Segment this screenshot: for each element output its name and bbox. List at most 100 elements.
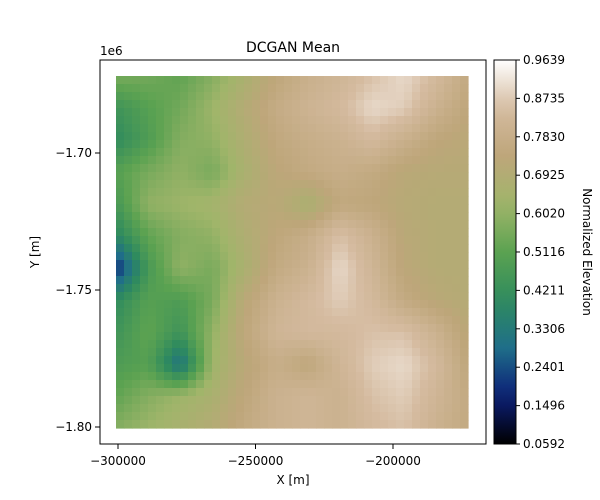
heatmap-cell [116, 124, 125, 133]
heatmap-cell [404, 172, 413, 181]
heatmap-cell [236, 356, 245, 365]
heatmap-cell [236, 404, 245, 413]
heatmap-cell [420, 268, 429, 277]
heatmap-cell [220, 356, 229, 365]
heatmap-cell [460, 332, 469, 341]
heatmap-cell [316, 156, 325, 165]
heatmap-cell [308, 420, 317, 429]
heatmap-cell [228, 252, 237, 261]
heatmap-cell [412, 156, 421, 165]
heatmap-cell [436, 340, 445, 349]
heatmap-cell [124, 204, 133, 213]
heatmap-cell [364, 364, 373, 373]
heatmap-cell [300, 420, 309, 429]
heatmap-cell [292, 236, 301, 245]
heatmap-cell [244, 244, 253, 253]
heatmap-cell [436, 228, 445, 237]
heatmap-cell [444, 316, 453, 325]
heatmap-cell [324, 252, 333, 261]
heatmap-cell [388, 316, 397, 325]
heatmap-cell [132, 204, 141, 213]
heatmap-cell [420, 308, 429, 317]
heatmap-cell [324, 284, 333, 293]
heatmap-cell [332, 132, 341, 141]
heatmap-cell [300, 372, 309, 381]
heatmap-cell [412, 388, 421, 397]
heatmap-cell [284, 284, 293, 293]
heatmap-cell [244, 252, 253, 261]
heatmap-cell [220, 180, 229, 189]
heatmap-cell [316, 180, 325, 189]
heatmap-cell [380, 156, 389, 165]
heatmap-cell [276, 84, 285, 93]
heatmap-cell [148, 236, 157, 245]
heatmap-cell [156, 324, 165, 333]
heatmap-cell [228, 244, 237, 253]
heatmap-cell [236, 172, 245, 181]
heatmap-cell [452, 276, 461, 285]
heatmap-cell [244, 268, 253, 277]
heatmap-cell [148, 148, 157, 157]
heatmap-cell [212, 268, 221, 277]
heatmap-cell [228, 172, 237, 181]
heatmap-cell [420, 300, 429, 309]
heatmap-cell [268, 156, 277, 165]
heatmap-cell [452, 284, 461, 293]
heatmap-cell [420, 76, 429, 85]
heatmap-cell [372, 236, 381, 245]
heatmap-cell [300, 148, 309, 157]
heatmap-cell [452, 156, 461, 165]
heatmap-cell [164, 188, 173, 197]
heatmap-cell [116, 92, 125, 101]
heatmap-cell [444, 100, 453, 109]
heatmap-cell [148, 276, 157, 285]
heatmap-cell [332, 292, 341, 301]
heatmap-cell [300, 348, 309, 357]
heatmap-cell [420, 364, 429, 373]
heatmap-cell [196, 132, 205, 141]
heatmap-cell [420, 396, 429, 405]
heatmap-cell [404, 316, 413, 325]
heatmap-cell [436, 132, 445, 141]
heatmap-cell [252, 308, 261, 317]
heatmap-cell [276, 268, 285, 277]
heatmap-cell [252, 76, 261, 85]
heatmap-cell [412, 252, 421, 261]
heatmap-cell [204, 300, 213, 309]
heatmap-cell [404, 124, 413, 133]
heatmap-cell [292, 100, 301, 109]
heatmap-cell [372, 324, 381, 333]
heatmap-cell [276, 364, 285, 373]
heatmap-cell [348, 260, 357, 269]
heatmap-cell [268, 356, 277, 365]
heatmap-cell [132, 332, 141, 341]
heatmap-cell [300, 100, 309, 109]
heatmap-cell [276, 332, 285, 341]
heatmap-cell [420, 324, 429, 333]
heatmap-cell [180, 84, 189, 93]
heatmap-cell [428, 300, 437, 309]
heatmap-cell [236, 316, 245, 325]
heatmap-cell [452, 188, 461, 197]
heatmap-cell [188, 268, 197, 277]
heatmap-cell [356, 332, 365, 341]
heatmap-cell [404, 364, 413, 373]
heatmap-cell [196, 420, 205, 429]
heatmap-cell [300, 204, 309, 213]
heatmap-cell [460, 380, 469, 389]
heatmap-cell [116, 228, 125, 237]
heatmap-cell [348, 244, 357, 253]
heatmap-cell [372, 364, 381, 373]
heatmap-cell [148, 316, 157, 325]
heatmap-cell [300, 260, 309, 269]
heatmap-cell [180, 156, 189, 165]
heatmap-cell [244, 188, 253, 197]
heatmap-cell [180, 172, 189, 181]
heatmap-cell [268, 236, 277, 245]
heatmap-cell [196, 228, 205, 237]
heatmap-cell [276, 260, 285, 269]
heatmap-cell [364, 196, 373, 205]
heatmap-cell [260, 420, 269, 429]
heatmap-cell [460, 316, 469, 325]
